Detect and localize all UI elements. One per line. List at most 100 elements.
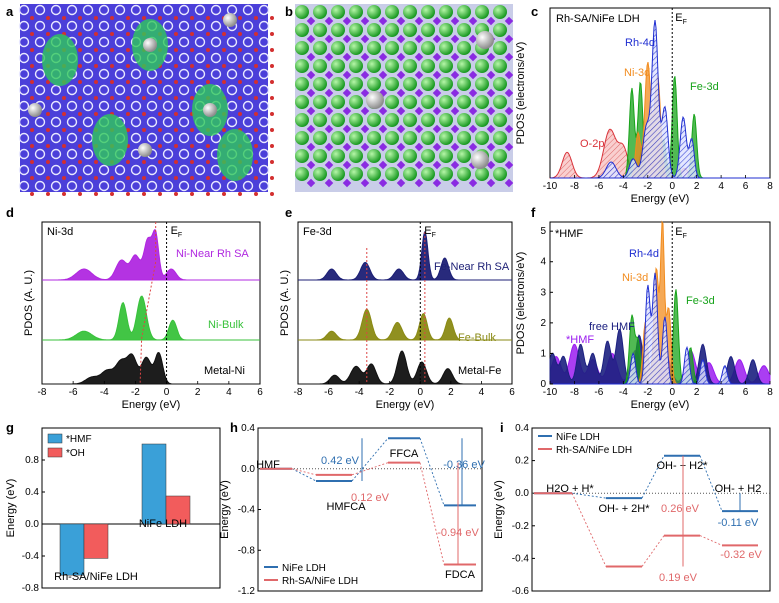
oxygen-atom [158,128,162,132]
fe-octahedron [432,34,442,44]
ni-atom [421,41,435,55]
fe-octahedron [396,124,406,134]
rh-atom [366,91,384,109]
oxygen-atom [62,144,66,148]
ni-atom [439,113,453,127]
oxygen-atom [158,112,162,116]
oxygen-atom [206,32,210,36]
lattice-node [114,164,126,176]
fe-octahedron [432,106,442,116]
lattice-node [226,52,238,64]
ni-atom [421,167,435,181]
x-tick-label: -8 [38,387,47,398]
y-tick-label: -0.4 [22,551,40,562]
fe-octahedron [486,88,496,98]
oxygen-atom [174,176,178,180]
y-tick-label: -1.2 [238,586,256,597]
series-rh-4d [550,272,770,385]
oxygen-atom [62,176,66,180]
lattice-node [194,132,206,144]
ni-atom [367,113,381,127]
ni-atom [349,77,363,91]
panel-label-d: d [6,205,14,220]
y-axis-label: Energy (eV) [493,480,505,539]
fe-octahedron [324,160,334,170]
oxygen-atom [30,80,34,84]
lattice-node [162,164,174,176]
lattice-node [242,116,254,128]
lattice-node [34,4,46,16]
lattice-node [258,164,270,176]
ni-atom [475,113,489,127]
lattice-node [210,4,222,16]
ni-atom [313,113,327,127]
oxygen-atom [126,32,130,36]
x-tick-label: -4 [100,387,109,398]
lattice-node [82,164,94,176]
y-tick-label: -0.8 [22,583,40,594]
panel-label-g: g [6,420,14,435]
y-tick-label: 2 [540,318,546,329]
oxygen-atom [110,176,114,180]
oxygen-atom [62,96,66,100]
ni-atom [439,23,453,37]
ni-atom [421,95,435,109]
connector-line [291,468,317,482]
oxygen-atom [94,64,98,68]
fe-octahedron [360,142,370,152]
fe-octahedron [414,34,424,44]
oxygen-atom [254,16,258,20]
oxygen-atom [94,192,98,196]
oxygen-atom [174,48,178,52]
fermi-level-label: EF [171,225,183,239]
fe-octahedron [414,160,424,170]
lattice-node [50,20,62,32]
oxygen-atom [30,16,34,20]
ni-atom [349,167,363,181]
x-tick-label: 8 [767,387,773,398]
fe-octahedron [504,142,514,152]
y-axis-label: Energy (eV) [5,479,17,538]
ni-atom [331,149,345,163]
lattice-node [66,164,78,176]
y-tick-label: 1 [540,348,546,359]
fe-octahedron [486,142,496,152]
lattice-node [66,20,78,32]
lattice-node [226,116,238,128]
energy-profile-i: 0.4 0.2 0.0 -0.2 -0.4 -0.6 Energy (eV) H2O + H*… [493,423,771,597]
ni-atom [349,149,363,163]
fe-octahedron [378,106,388,116]
rh-atom [28,103,42,117]
oxygen-atom [254,144,258,148]
lattice-node [178,4,190,16]
ni-atom [295,5,309,19]
y-tick-label: -0.4 [238,505,256,516]
fe-octahedron [342,70,352,80]
lattice-node [194,4,206,16]
ni-near-label: Ni-Near Rh SA [176,248,249,260]
lattice-node [194,180,206,192]
fe-octahedron [432,142,442,152]
x-tick-label: 4 [718,387,724,398]
ni-atom [331,23,345,37]
x-tick-label: 2 [448,387,454,398]
ni-atom [367,167,381,181]
fermi-level-label: EF [424,225,436,239]
ni-atom [385,167,399,181]
ni-atom [493,95,507,109]
lattice-node [194,148,206,160]
step-label: OH- + H2 [715,483,762,495]
lattice-node [114,84,126,96]
fe-octahedron [324,16,334,26]
oxygen-atom [142,176,146,180]
step-label: OH- + H2* [656,460,708,472]
lattice-node [18,164,30,176]
fe-octahedron [450,52,460,62]
ni-3d-label: Ni-3d [624,67,650,79]
lattice-node [226,68,238,80]
ni-atom [403,23,417,37]
oxygen-atom [238,192,242,196]
ni-atom [493,77,507,91]
ni-atom [313,41,327,55]
ni-bulk-label: Ni-Bulk [208,319,244,331]
